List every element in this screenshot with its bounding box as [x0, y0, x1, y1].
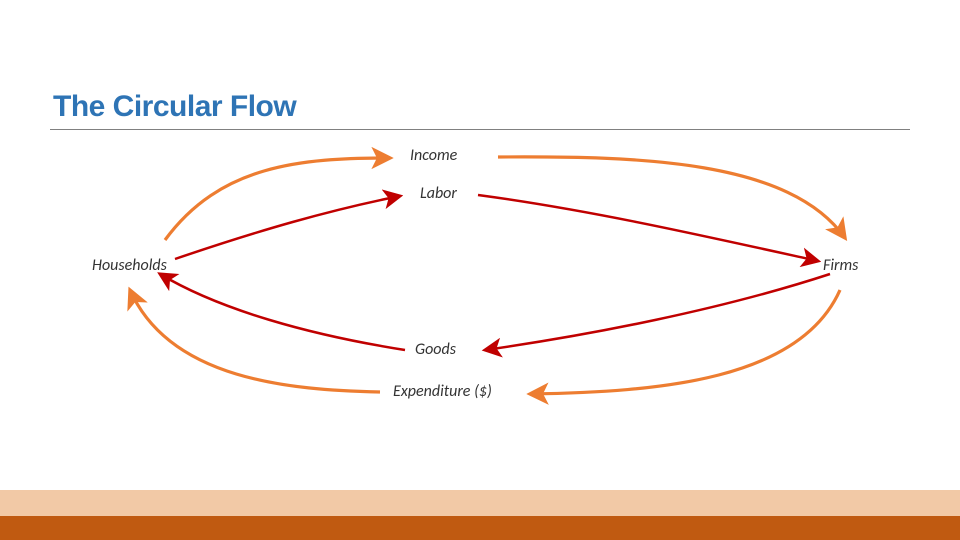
title-underline	[50, 129, 910, 130]
label-expenditure: Expenditure ($)	[393, 382, 492, 401]
bottom-bar-light	[0, 490, 960, 516]
slide: The Circular Flow Income Labor Household…	[0, 0, 960, 540]
label-income: Income	[410, 146, 457, 165]
label-households: Households	[92, 256, 167, 275]
arrow-labor_left	[175, 196, 400, 259]
arrow-goods_left	[160, 274, 405, 350]
arrow-expenditure_right	[530, 290, 840, 394]
label-goods: Goods	[415, 340, 456, 359]
label-firms: Firms	[823, 256, 858, 275]
arrow-goods_right	[485, 274, 830, 350]
arrow-expenditure_left	[130, 290, 380, 392]
label-labor: Labor	[420, 184, 457, 203]
arrow-income_right	[498, 157, 845, 238]
arrow-labor_right	[478, 195, 818, 261]
slide-title: The Circular Flow	[53, 90, 296, 124]
arrow-income_left	[165, 158, 390, 240]
bottom-bar-dark	[0, 516, 960, 540]
